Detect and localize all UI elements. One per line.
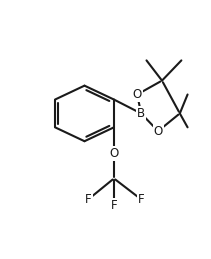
Text: O: O	[133, 88, 142, 101]
Text: F: F	[111, 199, 117, 212]
Text: F: F	[138, 193, 144, 206]
Text: O: O	[153, 125, 163, 138]
Text: O: O	[109, 147, 119, 160]
Text: F: F	[85, 193, 92, 206]
Text: B: B	[137, 107, 145, 120]
